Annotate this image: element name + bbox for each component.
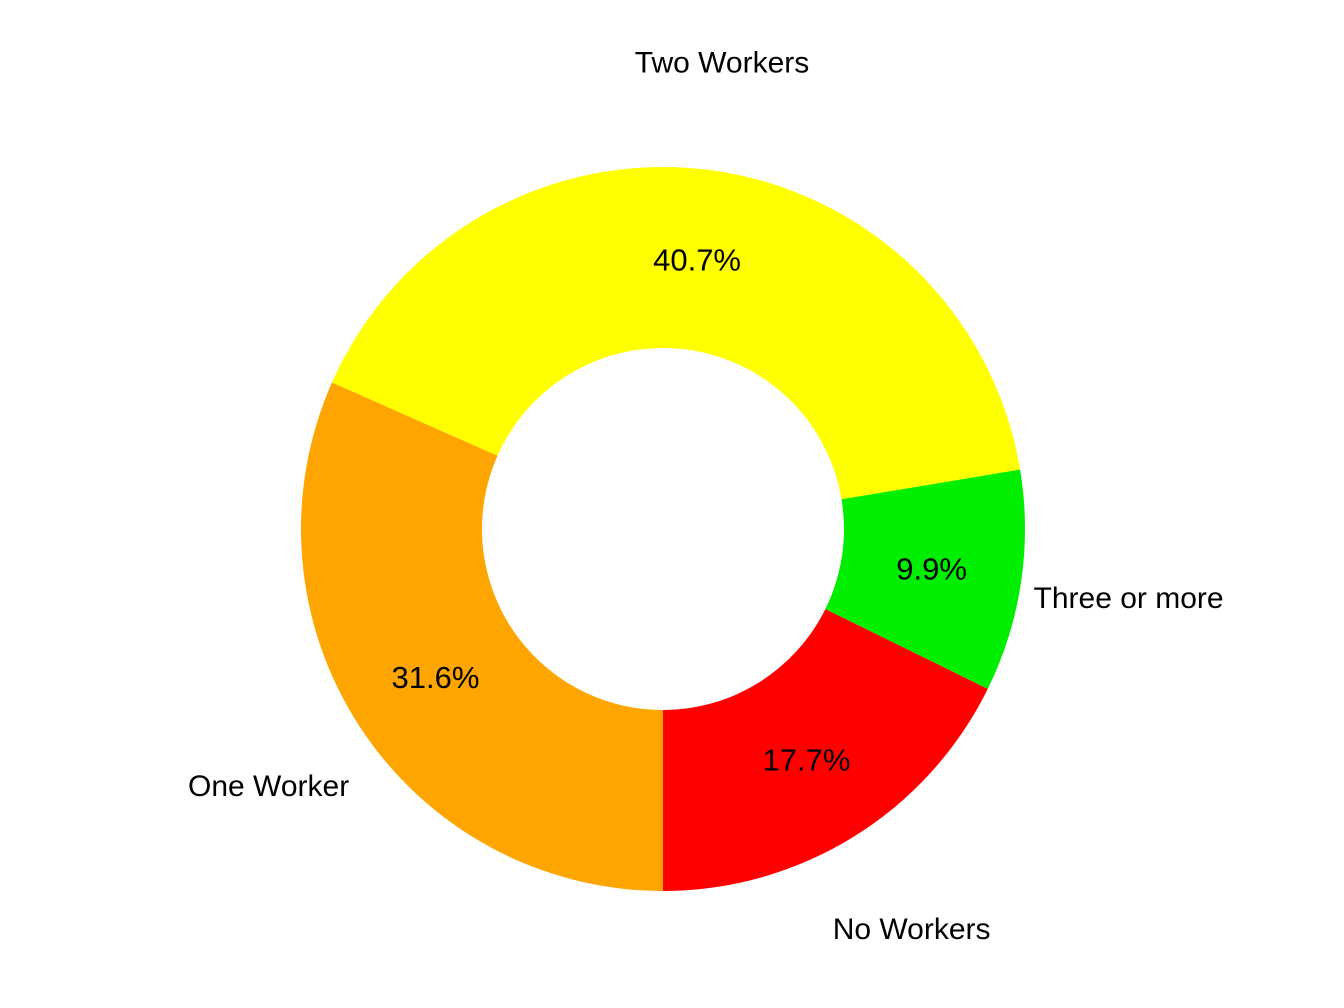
- pct-label-one-worker: 31.6%: [392, 660, 480, 695]
- slice-three-or-more: [825, 469, 1025, 689]
- label-three-or-more: Three or more: [1034, 582, 1224, 615]
- label-one-worker: One Worker: [188, 770, 349, 803]
- percentage-labels: 17.7% 9.9% 40.7% 31.6%: [392, 242, 967, 777]
- pct-label-three-or-more: 9.9%: [896, 551, 967, 586]
- label-no-workers: No Workers: [833, 913, 991, 946]
- label-two-workers: Two Workers: [635, 47, 809, 80]
- pct-label-no-workers: 17.7%: [762, 742, 850, 777]
- donut-slices: [300, 167, 1025, 891]
- slice-one-worker: [300, 382, 663, 891]
- slice-no-workers: [663, 608, 988, 891]
- category-labels: No Workers Three or more Two Workers One Wo…: [188, 47, 1224, 946]
- slice-two-workers: [331, 167, 1021, 500]
- pct-label-two-workers: 40.7%: [653, 242, 741, 277]
